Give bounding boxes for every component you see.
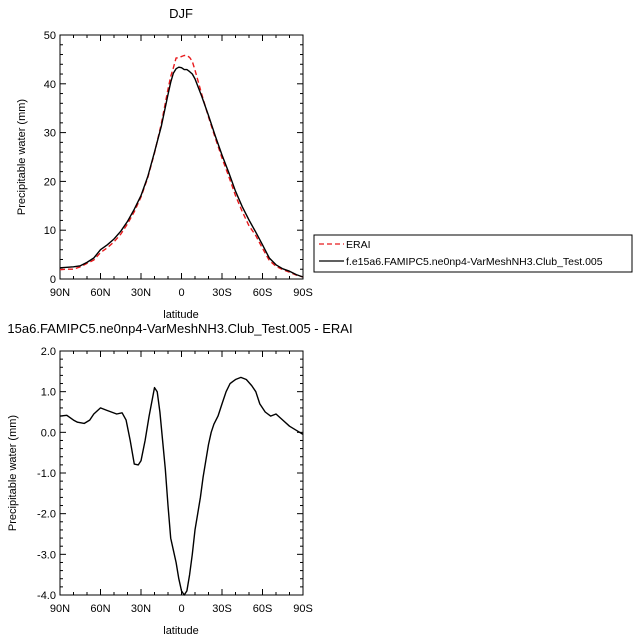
top-y-tick-label: 0 <box>50 274 56 286</box>
top-x-tick-label: 30S <box>212 287 232 299</box>
top-x-axis-label: latitude <box>163 309 198 321</box>
top-chart-title: DJF <box>169 6 193 21</box>
top-y-tick-label: 50 <box>44 30 56 42</box>
bottom-x-ticks: 90N 60N 30N 0 30S 60S 90S <box>50 351 313 615</box>
top-y-tick-label: 30 <box>44 128 56 140</box>
bottom-y-tick-label: 1.0 <box>41 387 56 399</box>
legend: ERAI f.e15a6.FAMIPC5.ne0np4-VarMeshNH3.C… <box>313 234 633 273</box>
top-panel: DJF 0 10 20 30 40 50 90N 60N 30N 0 30S 60S 90S lati… <box>16 6 633 321</box>
legend-model-label: f.e15a6.FAMIPC5.ne0np4-VarMeshNH3.Club_T… <box>346 256 603 268</box>
top-x-tick-label: 60S <box>253 287 273 299</box>
top-x-ticks: 90N 60N 30N 0 30S 60S 90S <box>50 35 313 299</box>
top-y-tick-label: 10 <box>44 225 56 237</box>
top-x-tick-label: 90N <box>50 287 70 299</box>
bottom-y-tick-label: -1.0 <box>37 468 56 480</box>
top-x-tick-label: 60N <box>90 287 110 299</box>
top-x-tick-label: 90S <box>293 287 313 299</box>
legend-box <box>313 234 633 273</box>
top-y-axis-label: Precipitable water (mm) <box>16 99 28 215</box>
bottom-y-tick-label: 0.0 <box>41 427 56 439</box>
bottom-y-tick-label: -4.0 <box>37 590 56 602</box>
top-plot-frame <box>59 34 304 280</box>
bottom-x-tick-label: 60S <box>253 603 273 615</box>
bottom-x-tick-label: 30N <box>131 603 151 615</box>
bottom-plot-frame <box>59 350 304 596</box>
bottom-series-lines <box>59 376 304 596</box>
bottom-x-tick-label: 0 <box>178 603 184 615</box>
bottom-y-axis-label: Precipitable water (mm) <box>7 415 19 531</box>
top-series-lines <box>59 54 304 278</box>
bottom-x-tick-label: 30S <box>212 603 232 615</box>
bottom-x-tick-label: 60N <box>90 603 110 615</box>
bottom-panel: 15a6.FAMIPC5.ne0np4-VarMeshNH3.Club_Test… <box>7 321 353 637</box>
bottom-x-tick-label: 90N <box>50 603 70 615</box>
bottom-x-axis-label: latitude <box>163 625 198 637</box>
top-series-line-model <box>59 66 304 278</box>
top-x-tick-label: 30N <box>131 287 151 299</box>
bottom-x-tick-label: 90S <box>293 603 313 615</box>
top-y-tick-label: 40 <box>44 79 56 91</box>
top-y-tick-label: 20 <box>44 176 56 188</box>
bottom-chart-title: 15a6.FAMIPC5.ne0np4-VarMeshNH3.Club_Test… <box>7 321 352 336</box>
top-x-tick-label: 0 <box>178 287 184 299</box>
bottom-series-line-model <box>59 376 304 596</box>
top-y-ticks: 0 10 20 30 40 50 <box>44 30 303 286</box>
legend-erai-label: ERAI <box>346 239 371 251</box>
bottom-y-tick-label: 2.0 <box>41 346 56 358</box>
bottom-y-tick-label: -3.0 <box>37 549 56 561</box>
bottom-y-ticks: -4.0 -3.0 -2.0 -1.0 0.0 1.0 2.0 <box>37 346 303 602</box>
top-series-line-erai <box>59 54 304 278</box>
bottom-y-tick-label: -2.0 <box>37 509 56 521</box>
